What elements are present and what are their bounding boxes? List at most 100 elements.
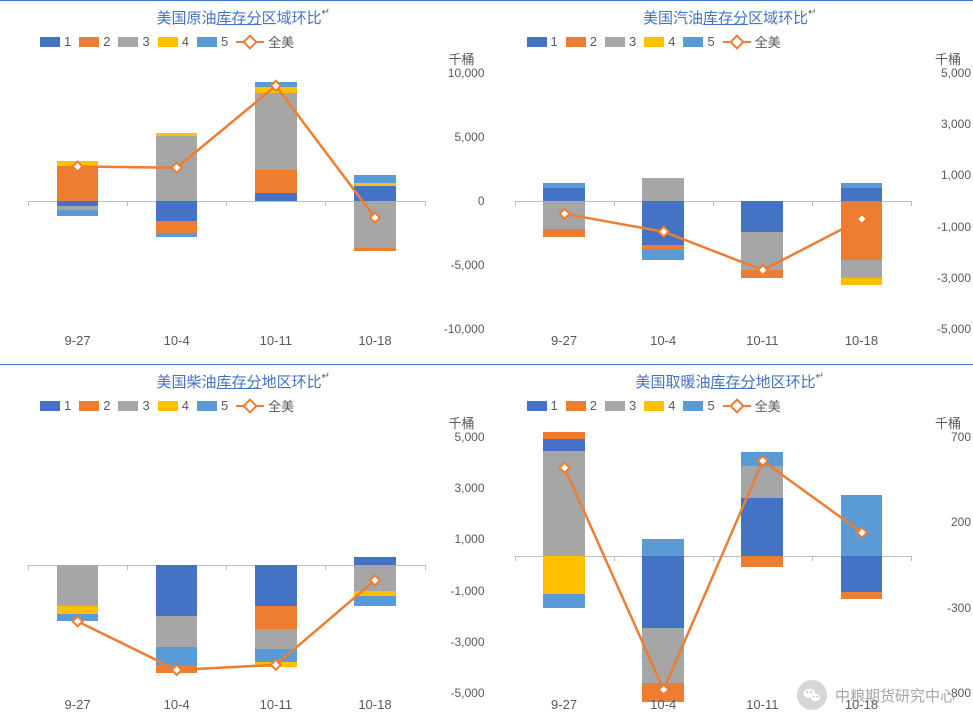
legend-item: 1 [527, 398, 558, 413]
x-tick [812, 201, 813, 206]
x-tick-label: 10-11 [713, 697, 812, 721]
chart-area: -5,000-3,000-1,0001,0003,0005,0009-2710-… [0, 437, 487, 721]
legend-line-swatch [723, 41, 751, 43]
legend-item-line: 全美 [236, 32, 294, 51]
x-tick-label: 10-18 [812, 697, 911, 721]
y-tick-label: 1,000 [454, 532, 484, 546]
y-tick-label: -3,000 [937, 271, 971, 285]
bar-group [57, 437, 99, 693]
x-axis: 9-2710-410-1110-18 [515, 333, 912, 357]
bar-segment [841, 183, 883, 188]
legend: 12345全美 [487, 396, 973, 415]
bar-group [543, 73, 585, 329]
legend: 12345全美 [0, 32, 487, 51]
line-series [78, 580, 375, 670]
bar-segment [156, 136, 198, 201]
bar-segment [255, 606, 297, 629]
legend-swatch [527, 37, 547, 47]
x-axis: 9-2710-410-1110-18 [28, 333, 425, 357]
bar-segment [354, 201, 396, 248]
bar-segment [156, 665, 198, 673]
bar-segment [841, 188, 883, 201]
legend-swatch [197, 37, 217, 47]
y-tick-label: 5,000 [454, 130, 484, 144]
bar-segment [354, 596, 396, 606]
y-tick-label: -300 [947, 601, 971, 615]
bar-segment [255, 193, 297, 201]
y-axis: -5,000-3,000-1,0001,0003,0005,000 [918, 73, 973, 329]
legend-swatch [566, 401, 586, 411]
legend-item: 5 [197, 398, 228, 413]
y-tick-label: -800 [947, 686, 971, 700]
x-tick [425, 565, 426, 570]
bar-segment [841, 592, 883, 599]
bar-segment [642, 178, 684, 201]
y-tick-label: 3,000 [941, 117, 971, 131]
bar-group [156, 437, 198, 693]
legend-item-line: 全美 [236, 396, 294, 415]
x-tick-label: 10-4 [614, 333, 713, 357]
line-series [564, 461, 861, 690]
bar-segment [354, 186, 396, 201]
bar-segment [156, 647, 198, 665]
bar-segment [354, 248, 396, 251]
chart-panel: 美国原油库存分区域环比↵12345全美千桶-10,000-5,00005,000… [0, 0, 487, 364]
bar-segment [642, 201, 684, 245]
bar-segment [642, 556, 684, 628]
bar-group [642, 73, 684, 329]
legend-swatch [197, 401, 217, 411]
x-tick [515, 556, 516, 561]
legend-line-swatch [236, 405, 264, 407]
bar-segment [255, 629, 297, 649]
x-tick [515, 201, 516, 206]
bar-group [543, 437, 585, 693]
bar-segment [543, 451, 585, 557]
bar-segment [642, 628, 684, 683]
bar-group [741, 437, 783, 693]
bar-segment [156, 221, 198, 233]
bar-segment [841, 495, 883, 556]
bar-segment [741, 201, 783, 232]
legend-item: 1 [40, 398, 71, 413]
y-tick-label: -10,000 [444, 322, 485, 336]
legend-item: 3 [118, 34, 149, 49]
plot-area [515, 437, 912, 693]
chart-area: -5,000-3,000-1,0001,0003,0005,0009-2710-… [487, 73, 973, 357]
x-tick-label: 10-11 [713, 333, 812, 357]
legend-item-line: 全美 [723, 32, 781, 51]
x-tick-label: 10-4 [127, 697, 226, 721]
x-tick-label: 10-4 [614, 697, 713, 721]
bar-segment [57, 565, 99, 606]
y-tick-label: 700 [951, 430, 971, 444]
chart-title: 美国取暖油库存分地区环比↵ [487, 371, 973, 392]
bar-group [642, 437, 684, 693]
bar-segment [354, 557, 396, 565]
x-tick [127, 565, 128, 570]
legend-item: 4 [644, 34, 675, 49]
x-tick-label: 10-11 [226, 333, 325, 357]
legend-item: 1 [527, 34, 558, 49]
y-tick-label: 1,000 [941, 168, 971, 182]
bar-segment [741, 466, 783, 498]
bar-segment [57, 606, 99, 614]
x-tick [911, 201, 912, 206]
bar-segment [741, 556, 783, 566]
chart-title: 美国原油库存分区域环比↵ [0, 7, 487, 28]
bar-group [255, 437, 297, 693]
chart-panel: 美国汽油库存分区域环比↵12345全美千桶-5,000-3,000-1,0001… [487, 0, 973, 364]
legend-item-line: 全美 [723, 396, 781, 415]
bar-segment [642, 250, 684, 260]
x-tick [325, 201, 326, 206]
y-tick-label: -5,000 [450, 258, 484, 272]
y-tick-label: 10,000 [448, 66, 485, 80]
y-tick-label: 200 [951, 515, 971, 529]
bar-group [57, 73, 99, 329]
legend-item: 2 [566, 398, 597, 413]
bar-segment [741, 270, 783, 278]
y-tick-label: 3,000 [454, 481, 484, 495]
x-tick [911, 556, 912, 561]
legend-swatch [40, 37, 60, 47]
bar-segment [156, 133, 198, 136]
x-tick-label: 9-27 [515, 697, 614, 721]
x-tick [226, 201, 227, 206]
